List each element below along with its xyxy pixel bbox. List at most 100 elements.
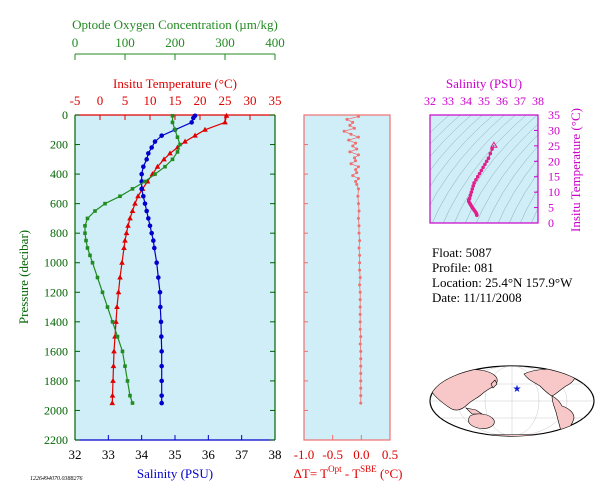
delta-t-panel: -1.0 -0.5 0.0 0.5 ΔT= TOpt - TSBE (°C)	[294, 114, 402, 481]
profile-panel: Optode Oxygen Concentration (µm/kg) 0 100…	[16, 17, 285, 481]
ts-start-marker	[490, 141, 498, 148]
profile-plot-area	[75, 115, 275, 440]
temperature-tick-label: 0	[97, 93, 104, 108]
temperature-point	[113, 318, 119, 324]
temperature-point	[121, 244, 127, 250]
temperature-tick-label: -5	[70, 93, 81, 108]
delta-t-point	[356, 165, 360, 169]
salinity-tick-label: 34	[135, 447, 149, 462]
ts-density-contour	[442, 115, 527, 223]
ts-point	[488, 151, 493, 156]
oxygen-point	[175, 135, 180, 139]
delta-t-point	[358, 298, 362, 302]
salinity-point	[141, 193, 146, 199]
oxygen-point	[125, 379, 130, 383]
temperature-point	[161, 156, 167, 162]
oxygen-tick-label: 400	[265, 35, 285, 50]
oxygen-point	[130, 187, 135, 191]
delta-t-point	[357, 224, 361, 228]
salinity-point	[159, 400, 164, 406]
delta-t-axis-ticks: -1.0 -0.5 0.0 0.5	[294, 114, 398, 462]
delta-t-point	[359, 372, 363, 376]
ts-point	[479, 168, 484, 173]
delta-t-point	[358, 327, 362, 331]
oxygen-point	[170, 157, 175, 162]
delta-t-point	[358, 283, 362, 287]
pressure-tick-label: 600	[50, 197, 68, 211]
temperature-point	[119, 259, 125, 265]
oxygen-tick-label: 200	[165, 35, 185, 50]
ts-point	[486, 156, 491, 160]
temperature-point	[202, 126, 208, 132]
delta-t-point	[356, 202, 360, 206]
temperature-point	[115, 289, 122, 295]
salinity-point	[159, 349, 164, 354]
oxygen-point	[120, 349, 125, 354]
oxygen-point	[110, 320, 115, 324]
float-info: Float: 5087 Profile: 081 Location: 25.4°…	[432, 245, 572, 305]
salinity-point	[152, 139, 158, 144]
pressure-tick-label: 1000	[44, 256, 68, 270]
ts-density-contour	[475, 134, 538, 223]
pressure-tick-label: 1200	[44, 285, 68, 299]
pressure-axis-ticks: 0 200 400 600 800 1000 1200 1400 1600 1800 2000 220…	[44, 108, 276, 447]
delta-t-point	[357, 231, 361, 235]
oxygen-tick-label: 0	[72, 35, 79, 50]
ts-density-contour	[508, 172, 538, 223]
ts-density-contour	[453, 115, 538, 223]
salinity-axis-title: Salinity (PSU)	[137, 466, 213, 481]
ts-point	[474, 178, 478, 182]
delta-t-point	[359, 401, 363, 405]
ts-point	[472, 181, 476, 185]
oxygen-point	[85, 216, 90, 221]
temperature-point	[123, 230, 130, 236]
oxygen-point	[130, 401, 135, 405]
delta-t-point	[355, 171, 359, 175]
ts-salinity-tick-label: 32	[424, 94, 436, 108]
delta-t-tick-label: -0.5	[322, 447, 343, 462]
ts-density-contour	[497, 158, 538, 223]
delta-t-series	[342, 114, 363, 405]
temperature-tick-label: 15	[169, 93, 182, 108]
oxygen-point	[143, 179, 147, 184]
temperature-point	[122, 237, 128, 243]
delta-t-point	[359, 357, 363, 361]
delta-t-point	[359, 335, 363, 339]
pressure-tick-label: 800	[50, 226, 68, 240]
salinity-tick-label: 35	[169, 447, 182, 462]
salinity-point	[159, 133, 164, 138]
pressure-tick-label: 1400	[44, 315, 68, 329]
ts-temperature-tick-label: 30	[548, 123, 560, 137]
salinity-point	[151, 238, 156, 243]
delta-t-point	[351, 174, 355, 178]
delta-t-frame	[303, 114, 391, 441]
salinity-point	[158, 304, 163, 310]
temperature-tick-label: 10	[144, 93, 157, 108]
salinity-tick-label: 37	[235, 447, 249, 462]
oxygen-point	[173, 127, 177, 132]
delta-t-point	[356, 194, 360, 198]
ts-temperature-tick-label: 35	[548, 108, 560, 122]
ts-density-contour	[430, 115, 505, 206]
temperature-point	[109, 400, 116, 406]
ts-density-contour	[430, 115, 483, 171]
temperature-point	[132, 200, 138, 206]
oxygen-tick-label: 100	[115, 35, 135, 50]
salinity-point	[191, 115, 196, 121]
ts-point	[475, 213, 479, 218]
delta-t-point	[356, 177, 360, 181]
ts-point	[468, 193, 473, 198]
delta-t-point	[356, 153, 360, 157]
temperature-point	[127, 215, 133, 221]
ts-point	[483, 162, 487, 167]
delta-t-point	[358, 253, 362, 257]
temperature-point	[125, 222, 131, 228]
salinity-series	[139, 113, 198, 406]
delta-t-point	[348, 150, 352, 154]
ts-series	[466, 141, 498, 218]
oxygen-point	[103, 201, 107, 206]
temperature-tick-label: 5	[122, 93, 129, 108]
delta-t-point	[358, 290, 362, 294]
delta-t-point	[355, 147, 359, 151]
